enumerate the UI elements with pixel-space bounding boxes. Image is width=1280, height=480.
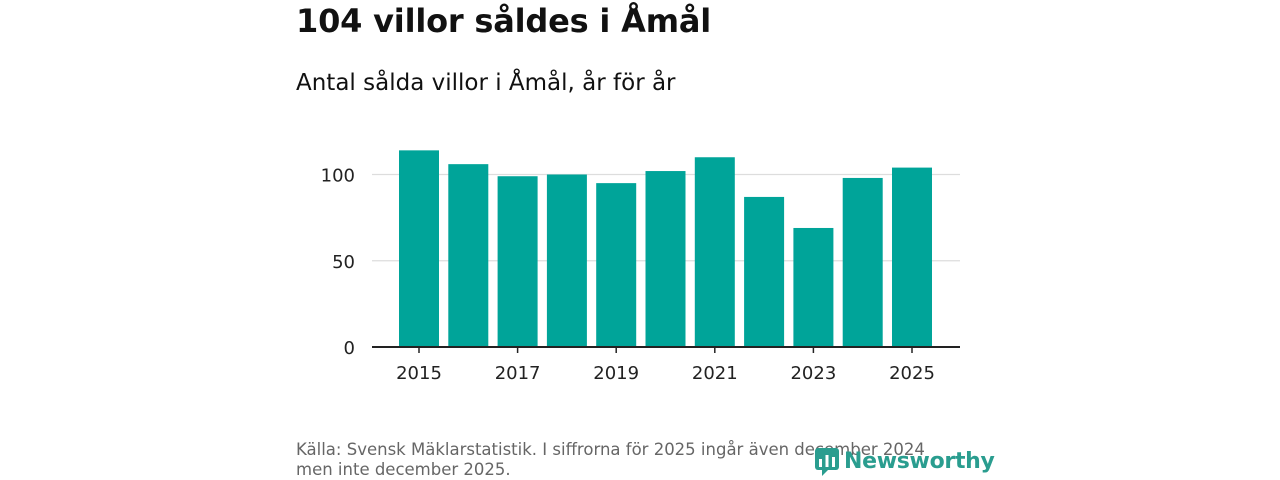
x-axis-ticks: 2015 2017 2019 2021 2023 2025 [396,347,935,384]
source-note: Källa: Svensk Mäklarstatistik. I siffror… [296,440,956,480]
x-tick-label: 2025 [889,363,935,384]
y-tick-label: 50 [332,252,355,273]
bars [399,150,932,347]
x-tick-label: 2015 [396,363,442,384]
x-tick-label: 2019 [593,363,639,384]
chart-bubble-icon [815,448,839,476]
bar-2020 [645,171,686,347]
bar-2016 [448,164,489,347]
chart-subtitle: Antal sålda villor i Åmål, år för år [296,70,676,96]
y-tick-label: 0 [344,338,355,359]
bar-2019 [596,183,637,347]
bar-2015 [399,150,439,347]
page-title: 104 villor såldes i Åmål [296,2,711,40]
bar-2018 [546,174,587,347]
newsworthy-logo: Newsworthy [814,446,995,476]
x-tick-label: 2021 [692,363,738,384]
bar-2024 [842,177,883,347]
y-tick-label: 100 [321,166,355,187]
bar-2017 [497,176,538,347]
logo-text: Newsworthy [844,448,995,474]
x-tick-label: 2023 [790,363,836,384]
bar-2025 [892,167,932,347]
bar-2023 [793,227,834,347]
source-line-2: men inte december 2025. [296,460,511,479]
y-axis-ticks: 0 50 100 [321,166,355,360]
bar-2021 [694,157,735,347]
bar-2022 [744,196,785,347]
x-tick-label: 2017 [495,363,541,384]
source-line-1: Källa: Svensk Mäklarstatistik. I siffror… [296,440,925,459]
